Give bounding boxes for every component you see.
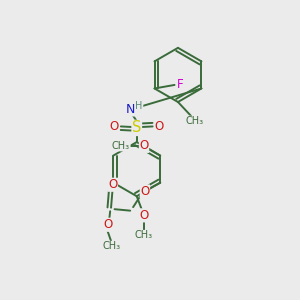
Text: O: O	[103, 218, 113, 231]
Text: N: N	[126, 103, 135, 116]
Text: CH₃: CH₃	[112, 141, 130, 151]
Text: H: H	[135, 101, 143, 111]
Text: O: O	[110, 120, 119, 133]
Text: S: S	[132, 120, 141, 135]
Text: O: O	[140, 185, 149, 198]
Text: CH₃: CH₃	[103, 241, 121, 251]
Text: F: F	[177, 77, 184, 91]
Text: O: O	[108, 178, 117, 191]
Text: CH₃: CH₃	[135, 230, 153, 240]
Text: O: O	[154, 120, 164, 133]
Text: O: O	[140, 140, 148, 152]
Text: CH₃: CH₃	[186, 116, 204, 126]
Text: O: O	[139, 209, 148, 222]
